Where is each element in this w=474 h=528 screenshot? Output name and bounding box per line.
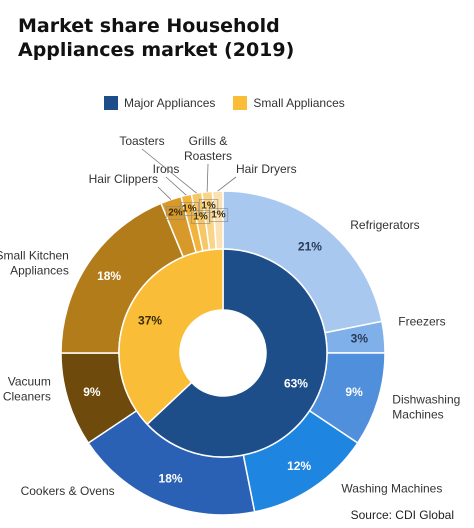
outer-value-box-grills-roasters bbox=[198, 199, 219, 213]
chart-title: Market share Household Appliances market… bbox=[18, 14, 294, 62]
outer-value-label-hair-dryers: 1% bbox=[211, 210, 226, 221]
leader-line-toasters bbox=[141, 148, 197, 194]
inner-slice-small-appliances[interactable] bbox=[118, 248, 224, 426]
category-label-small-kitchen-appliances-line-2: Appliances bbox=[10, 264, 69, 278]
category-label-dishwashing-machines-line-2: Machines bbox=[392, 408, 443, 422]
outer-value-label-irons: 1% bbox=[182, 204, 197, 215]
outer-value-label-dishwashing-machines: 9% bbox=[345, 385, 363, 399]
outer-value-label-grills-roasters: 1% bbox=[201, 200, 216, 211]
source-note: Source: CDI Global bbox=[350, 508, 454, 522]
leader-line-hair-clippers bbox=[157, 186, 172, 200]
category-label-hair-clippers: Hair Clippers bbox=[89, 172, 158, 186]
outer-value-box-irons bbox=[179, 202, 200, 216]
category-label-grills-roasters-line-2: Roasters bbox=[184, 149, 232, 163]
category-label-grills-roasters-line-1: Grills & bbox=[189, 134, 228, 148]
chart-title-line-1: Market share Household bbox=[18, 15, 280, 37]
outer-value-label-toasters: 1% bbox=[193, 211, 208, 222]
category-label-toasters: Toasters bbox=[119, 134, 164, 148]
legend-item-small: Small Appliances bbox=[233, 96, 345, 110]
leader-line-irons bbox=[165, 176, 187, 196]
chart-legend: Major Appliances Small Appliances bbox=[104, 96, 363, 110]
category-label-vacuum-cleaners-line-2: Cleaners bbox=[3, 389, 51, 403]
outer-value-box-hair-clippers bbox=[165, 206, 186, 220]
legend-swatch-major bbox=[104, 96, 118, 110]
inner-value-label-major-appliances: 63% bbox=[284, 377, 308, 391]
outer-value-label-small-kitchen-appliances: 18% bbox=[97, 269, 121, 283]
category-label-cookers-ovens: Cookers & Ovens bbox=[21, 484, 115, 498]
inner-slice-major-appliances[interactable] bbox=[146, 248, 328, 458]
leader-line-hair-dryers bbox=[217, 176, 237, 192]
category-label-freezers: Freezers bbox=[398, 314, 445, 328]
leader-line-grills-roasters bbox=[206, 163, 209, 192]
outer-value-label-freezers: 3% bbox=[351, 332, 369, 346]
category-label-irons: Irons bbox=[153, 162, 180, 176]
inner-value-label-small-appliances: 37% bbox=[138, 314, 162, 328]
outer-value-label-cookers-ovens: 18% bbox=[159, 472, 183, 486]
category-label-washing-machines: Washing Machines bbox=[341, 482, 442, 496]
category-label-hair-dryers: Hair Dryers bbox=[236, 162, 297, 176]
legend-label-small: Small Appliances bbox=[253, 96, 345, 110]
legend-label-major: Major Appliances bbox=[124, 96, 216, 110]
legend-item-major: Major Appliances bbox=[104, 96, 215, 110]
outer-value-label-hair-clippers: 2% bbox=[168, 207, 183, 218]
outer-value-box-hair-dryers bbox=[208, 208, 229, 223]
category-label-small-kitchen-appliances-line-1: Small Kitchen bbox=[0, 249, 69, 263]
outer-value-box-toasters bbox=[190, 210, 211, 224]
category-label-dishwashing-machines-line-1: Dishwashing bbox=[392, 393, 460, 407]
category-label-refrigerators: Refrigerators bbox=[350, 218, 419, 232]
outer-value-label-washing-machines: 12% bbox=[287, 459, 311, 473]
outer-value-label-refrigerators: 21% bbox=[298, 239, 322, 253]
outer-value-label-vacuum-cleaners: 9% bbox=[83, 385, 101, 399]
category-label-vacuum-cleaners-line-1: Vacuum bbox=[8, 374, 51, 388]
chart-title-line-2: Appliances market (2019) bbox=[18, 39, 295, 61]
legend-swatch-small bbox=[233, 96, 248, 110]
